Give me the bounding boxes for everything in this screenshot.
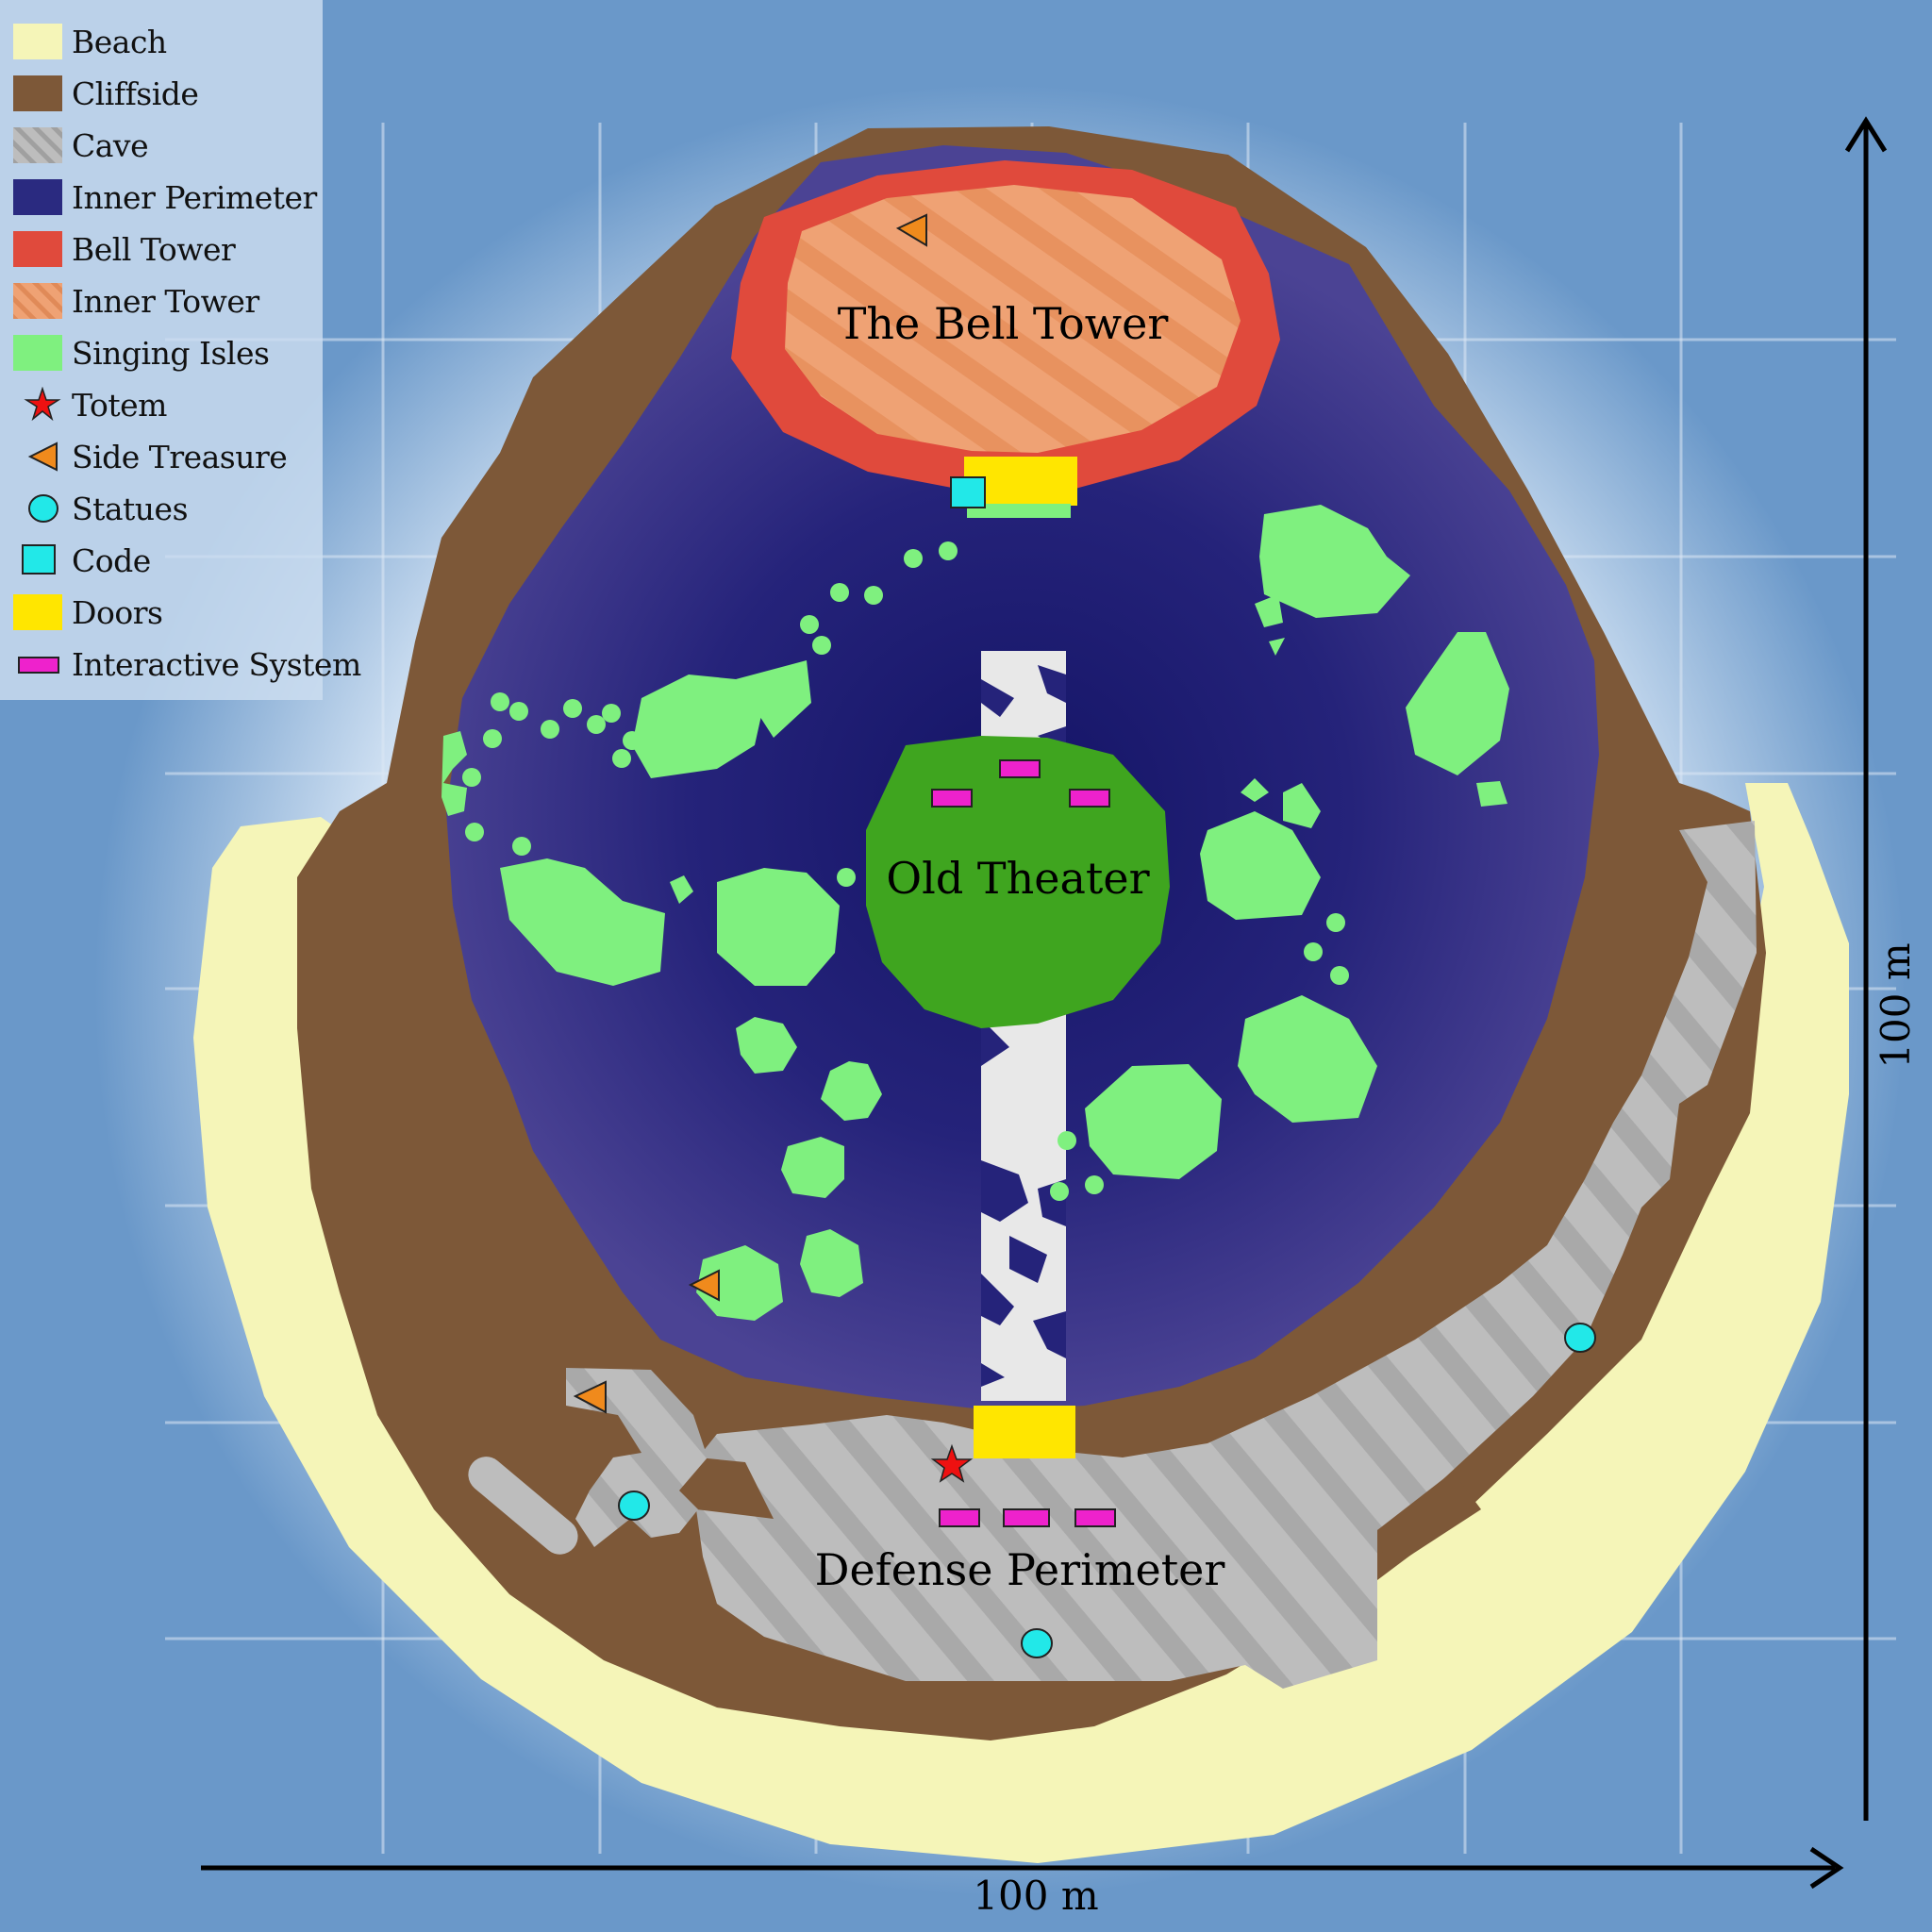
legend-label: Statues: [72, 490, 189, 527]
legend-label: Beach: [72, 23, 167, 60]
legend-item-interactive-system: Interactive System: [0, 641, 361, 688]
star-icon: [13, 386, 62, 423]
side-treasure-cave: [573, 1380, 607, 1414]
bell-tower-door-step: [967, 504, 1071, 518]
inner-perimeter-swatch: [13, 179, 62, 215]
statue-south: [1021, 1628, 1053, 1658]
scale-horizontal: [201, 1846, 1844, 1890]
scale-vertical: [1844, 116, 1888, 1821]
legend-item-inner-perimeter: Inner Perimeter: [0, 174, 317, 221]
cave-swatch: [13, 127, 62, 163]
interactive-systems: [931, 759, 1116, 1527]
legend-label: Side Treasure: [72, 438, 288, 475]
legend-item-cliffside: Cliffside: [0, 70, 199, 117]
legend-item-code: Code: [0, 537, 151, 584]
legend-item-inner-tower: Inner Tower: [0, 277, 259, 325]
old-theater-label: Old Theater: [886, 853, 1149, 904]
singing-isles-swatch: [13, 335, 62, 371]
interactive-system-defense-3: [1074, 1508, 1116, 1527]
code-marker: [950, 476, 986, 508]
legend-item-cave: Cave: [0, 122, 149, 169]
totem-star: [930, 1443, 974, 1483]
interactive-system-theater-top: [999, 759, 1041, 778]
beach-swatch: [13, 24, 62, 59]
scale-horizontal-label: 100 m: [973, 1873, 1098, 1919]
inner-tower-swatch: [13, 283, 62, 319]
legend-label: Interactive System: [72, 645, 361, 683]
cave-gap: [1377, 1472, 1481, 1571]
legend-label: Inner Perimeter: [72, 178, 317, 216]
statue-west: [618, 1491, 650, 1521]
legend-label: Code: [72, 541, 151, 579]
legend-item-statues: Statues: [0, 485, 189, 532]
circle-icon: [13, 491, 62, 526]
legend-label: Inner Tower: [72, 282, 259, 320]
interactive-system-theater-right: [1069, 789, 1110, 808]
legend-label: Totem: [72, 386, 167, 424]
interactive-system-theater-left: [931, 789, 973, 808]
bell-tower-swatch: [13, 231, 62, 267]
defense-perimeter-label: Defense Perimeter: [815, 1544, 1225, 1595]
legend-item-totem: Totem: [0, 381, 167, 428]
singing-isles: [441, 505, 1509, 1321]
cave-passage-west: [566, 1368, 708, 1547]
defense-perimeter-door: [974, 1406, 1075, 1458]
legend-item-side-treasure: Side Treasure: [0, 433, 288, 480]
map-legend: Beach Cliffside Cave Inner Perimeter Bel…: [0, 0, 361, 700]
bell-tower-label: The Bell Tower: [838, 298, 1169, 349]
side-treasures: [573, 213, 927, 1414]
legend-label: Singing Isles: [72, 334, 270, 372]
statue-east: [1564, 1323, 1596, 1353]
corridor-cracks: [981, 665, 1066, 1387]
triangle-icon: [13, 439, 62, 475]
legend-label: Cliffside: [72, 75, 199, 112]
cave-pocket: [468, 1457, 578, 1555]
cave-defense-perimeter: [696, 821, 1757, 1689]
old-theater: [866, 736, 1170, 1028]
legend-label: Bell Tower: [72, 230, 236, 268]
interactive-system-defense-1: [939, 1508, 980, 1527]
legend-item-beach: Beach: [0, 18, 167, 65]
legend-item-bell-tower: Bell Tower: [0, 225, 236, 273]
legend-item-doors: Doors: [0, 589, 163, 636]
legend-item-singing-isles: Singing Isles: [0, 329, 270, 376]
doors-swatch: [13, 594, 62, 630]
square-icon: [13, 542, 62, 578]
scale-vertical-label: 100 m: [1873, 942, 1919, 1068]
inner-tower: [785, 185, 1241, 453]
statues: [618, 1323, 1596, 1658]
legend-label: Cave: [72, 126, 149, 164]
interactive-system-defense-2: [1003, 1508, 1050, 1527]
rectangle-icon: [13, 646, 62, 682]
cliffside-swatch: [13, 75, 62, 111]
side-treasure-bell-tower: [895, 213, 927, 247]
side-treasure-isles: [688, 1269, 720, 1302]
legend-label: Doors: [72, 593, 163, 631]
